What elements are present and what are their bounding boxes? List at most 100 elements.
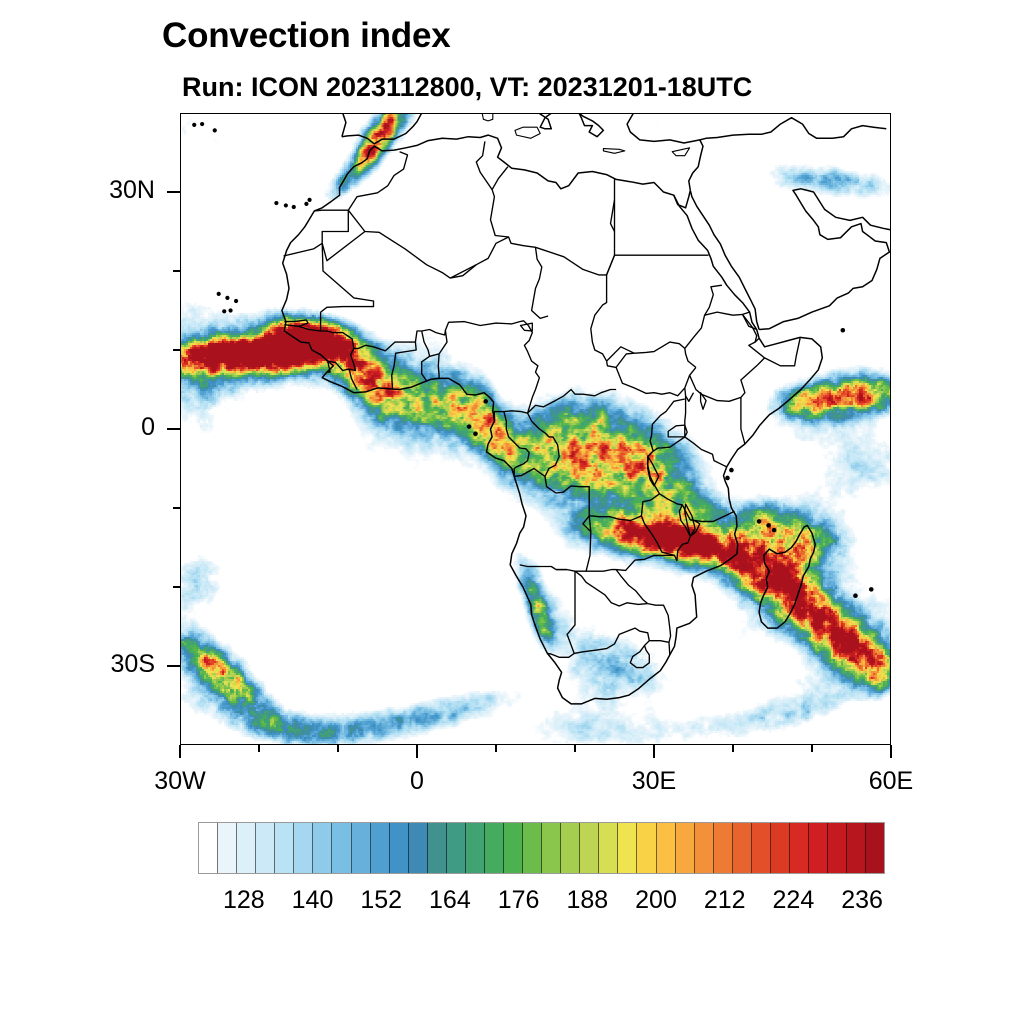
colorbar-cell	[542, 823, 562, 873]
geo-outline	[493, 410, 528, 422]
island-marker	[840, 327, 846, 333]
island-marker	[283, 203, 288, 208]
geo-outline	[615, 366, 697, 397]
colorbar	[198, 822, 885, 874]
geo-outline	[391, 342, 417, 389]
y-tick	[173, 586, 180, 588]
y-tick	[173, 270, 180, 272]
geo-outline	[526, 388, 617, 477]
island-marker	[725, 475, 730, 481]
island-marker	[212, 128, 217, 133]
island-marker	[483, 399, 489, 404]
colorbar-cell	[599, 823, 619, 873]
lake-outline	[647, 455, 660, 487]
island-marker	[473, 431, 478, 437]
geo-outline	[414, 320, 529, 343]
lake-outline	[684, 503, 696, 538]
geo-outline	[615, 569, 649, 605]
map-plot-area	[180, 113, 891, 745]
geo-outline	[481, 113, 494, 122]
geo-outline	[649, 398, 685, 452]
geo-outline	[450, 264, 477, 279]
geo-outline	[574, 570, 648, 607]
island-marker	[233, 298, 239, 304]
geo-outline	[347, 151, 409, 211]
geo-outline	[588, 515, 592, 532]
geo-outline	[647, 450, 661, 495]
colorbar-cell	[751, 823, 771, 873]
island-marker	[307, 197, 312, 202]
geo-outline	[535, 246, 608, 362]
colorbar-cell	[370, 823, 390, 873]
colorbar-tick-label: 128	[222, 886, 265, 914]
colorbar-cell	[408, 823, 428, 873]
colorbar-cell	[465, 823, 485, 873]
geo-outline	[647, 602, 672, 655]
x-tick	[890, 745, 892, 758]
colorbar-cell	[446, 823, 466, 873]
geo-outline	[684, 284, 722, 349]
colorbar-tick-label: 212	[703, 886, 746, 914]
colorbar-cell	[847, 823, 867, 873]
lake-outline	[699, 392, 707, 410]
geo-outline	[326, 360, 331, 373]
x-tick	[732, 745, 734, 752]
geo-outline	[341, 113, 605, 145]
geo-outline	[673, 190, 692, 209]
geo-outline	[609, 199, 616, 232]
y-tick	[173, 507, 180, 509]
colorbar-tick-label: 176	[497, 886, 540, 914]
lake-outline	[519, 322, 533, 332]
x-tick	[337, 745, 339, 752]
colorbar-cell	[713, 823, 733, 873]
colorbar-cell	[504, 823, 524, 873]
x-tick	[495, 745, 497, 752]
geo-outline	[659, 493, 683, 506]
colorbar-cell	[294, 823, 314, 873]
y-tick	[173, 349, 180, 351]
geo-outline	[740, 397, 746, 445]
geo-outline	[284, 324, 355, 349]
geo-outline	[519, 564, 557, 571]
colorbar-cell	[523, 823, 543, 873]
colorbar-cell	[828, 823, 848, 873]
geo-outline	[652, 436, 686, 452]
geo-outline	[321, 230, 366, 262]
x-tick	[574, 745, 576, 752]
colorbar-cell	[866, 823, 885, 873]
geo-outline	[514, 126, 541, 139]
convection-raster	[180, 113, 891, 745]
colorbar-cell	[637, 823, 657, 873]
geo-outline	[547, 571, 576, 658]
y-tick	[167, 428, 180, 430]
geo-outline	[741, 313, 760, 343]
geo-outline	[437, 330, 448, 379]
island-marker	[274, 200, 279, 206]
geo-outline	[327, 348, 357, 372]
geo-outline	[475, 141, 493, 190]
x-tick-label: 30W	[154, 767, 206, 795]
x-tick	[179, 745, 181, 758]
x-tick-label: 30E	[631, 767, 677, 795]
geo-outline	[514, 467, 590, 516]
colorbar-cell	[484, 823, 504, 873]
x-tick	[258, 745, 260, 752]
colorbar-cell	[789, 823, 809, 873]
geo-outline	[284, 319, 309, 327]
geo-outline	[759, 188, 891, 331]
geo-outline	[489, 166, 509, 238]
colorbar-cell	[389, 823, 409, 873]
geo-outline	[589, 515, 642, 522]
colorbar-tick-label: 188	[566, 886, 609, 914]
island-marker	[771, 527, 777, 533]
island-marker	[216, 291, 221, 297]
colorbar-cell	[332, 823, 352, 873]
colorbar-cell	[237, 823, 257, 873]
geo-outline	[688, 116, 887, 191]
geo-outline	[684, 436, 728, 468]
colorbar-cell	[694, 823, 714, 873]
geo-outline	[606, 341, 697, 368]
geo-outline	[671, 147, 691, 157]
geo-outline	[602, 148, 626, 154]
colorbar-cell	[199, 823, 219, 873]
